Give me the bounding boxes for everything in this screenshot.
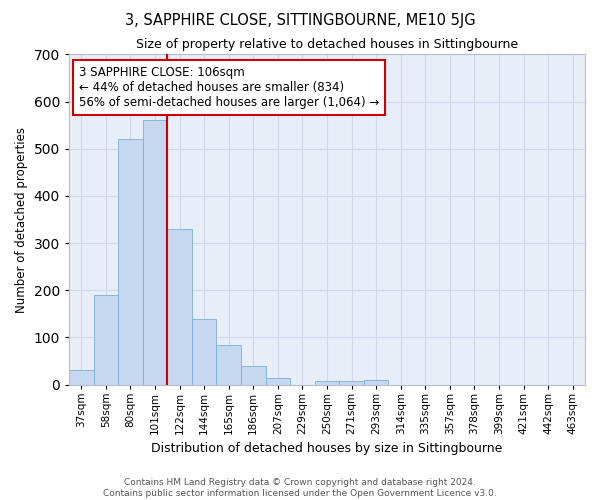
Bar [118, 140, 143, 384]
Bar [217, 344, 241, 385]
Text: 3, SAPPHIRE CLOSE, SITTINGBOURNE, ME10 5JG: 3, SAPPHIRE CLOSE, SITTINGBOURNE, ME10 5… [125, 12, 475, 28]
Bar [167, 229, 192, 384]
Bar [241, 366, 266, 384]
Title: Size of property relative to detached houses in Sittingbourne: Size of property relative to detached ho… [136, 38, 518, 51]
X-axis label: Distribution of detached houses by size in Sittingbourne: Distribution of detached houses by size … [151, 442, 503, 455]
Bar [314, 381, 339, 384]
Text: 3 SAPPHIRE CLOSE: 106sqm
← 44% of detached houses are smaller (834)
56% of semi-: 3 SAPPHIRE CLOSE: 106sqm ← 44% of detach… [79, 66, 380, 109]
Bar [192, 318, 217, 384]
Bar [69, 370, 94, 384]
Bar [94, 295, 118, 384]
Y-axis label: Number of detached properties: Number of detached properties [15, 126, 28, 312]
Bar [266, 378, 290, 384]
Text: Contains HM Land Registry data © Crown copyright and database right 2024.
Contai: Contains HM Land Registry data © Crown c… [103, 478, 497, 498]
Bar [339, 381, 364, 384]
Bar [364, 380, 388, 384]
Bar [143, 120, 167, 384]
